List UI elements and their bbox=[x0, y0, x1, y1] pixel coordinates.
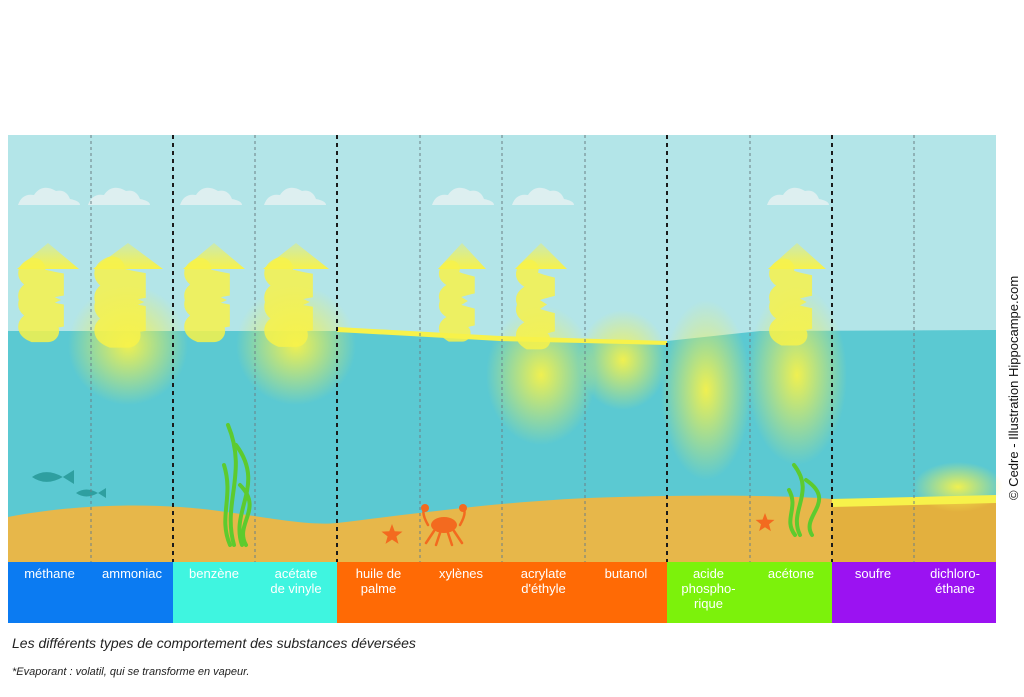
substance-cell: acétone bbox=[750, 562, 832, 623]
substance-name: butanol bbox=[604, 566, 648, 581]
substance-name: méthane bbox=[24, 566, 75, 581]
dissolved-plume bbox=[68, 285, 188, 405]
substance-name: huile de palme bbox=[355, 566, 402, 596]
substance-cell: soufre bbox=[832, 562, 914, 623]
substance-cell: xylènes bbox=[420, 562, 502, 623]
dissolved-plume bbox=[236, 285, 356, 405]
starfish-icon bbox=[381, 524, 403, 544]
substance-name: ammoniac bbox=[102, 566, 162, 581]
dissolved-plume bbox=[578, 310, 668, 410]
caption: Les différents types de comportement des… bbox=[12, 635, 416, 651]
substance-name: acide phospho-rique bbox=[681, 566, 736, 611]
vapour-zigzag bbox=[438, 260, 475, 342]
crab-icon bbox=[431, 517, 457, 533]
cloud-icon bbox=[18, 187, 80, 205]
starfish-icon bbox=[755, 513, 775, 532]
cloud-icon bbox=[180, 187, 242, 205]
substance-name: dichloro-éthane bbox=[930, 566, 980, 596]
crab-legs bbox=[422, 505, 466, 547]
fish-icon bbox=[32, 470, 74, 484]
substance-name: acétone bbox=[767, 566, 815, 581]
crab-claw bbox=[421, 504, 429, 512]
substance-name: xylènes bbox=[438, 566, 484, 581]
footnote: *Evaporant : volatil, qui se transforme … bbox=[12, 666, 250, 678]
substance-cell: ammoniac bbox=[91, 562, 173, 623]
substance-cell: huile de palme bbox=[337, 562, 420, 623]
vapour-zigzag bbox=[184, 257, 230, 343]
cloud-icon bbox=[88, 187, 150, 205]
cloud-icon bbox=[512, 187, 574, 205]
substance-name: acrylate d'éthyle bbox=[520, 566, 567, 596]
dissolved-plume bbox=[913, 462, 1003, 512]
seaweed-icon bbox=[804, 478, 821, 537]
cloud-icon bbox=[264, 187, 326, 205]
substance-name: benzène bbox=[189, 566, 239, 581]
scene bbox=[8, 135, 1003, 562]
crab-claw bbox=[459, 504, 467, 512]
dissolved-plume bbox=[486, 305, 596, 445]
seaweed-icon bbox=[226, 423, 238, 547]
vapour-zigzag bbox=[18, 257, 64, 343]
credit: © Cedre - Illustration Hippocampe.com bbox=[1006, 275, 1021, 500]
substance-cell: acétate de vinyle bbox=[255, 562, 337, 623]
substance-cell: dichloro-éthane bbox=[914, 562, 996, 623]
cloud-icon bbox=[767, 187, 829, 205]
seaweed-icon bbox=[238, 483, 252, 547]
substance-cell: acide phospho-rique bbox=[667, 562, 750, 623]
fish-icon bbox=[76, 488, 106, 498]
seaweed-icon bbox=[792, 463, 805, 537]
substance-name: soufre bbox=[854, 566, 892, 581]
seaweed-icon bbox=[787, 488, 797, 537]
substance-name: acétate de vinyle bbox=[270, 566, 322, 596]
seaweed-icon bbox=[234, 443, 251, 547]
substance-cell: butanol bbox=[585, 562, 667, 623]
seaweed-icon bbox=[222, 463, 232, 547]
substance-cell: méthane bbox=[8, 562, 91, 623]
dissolved-plume bbox=[747, 285, 847, 465]
substance-cell: acrylate d'éthyle bbox=[502, 562, 585, 623]
cloud-icon bbox=[432, 187, 494, 205]
dissolved-plume bbox=[661, 300, 751, 480]
substance-cell: benzène bbox=[173, 562, 255, 623]
